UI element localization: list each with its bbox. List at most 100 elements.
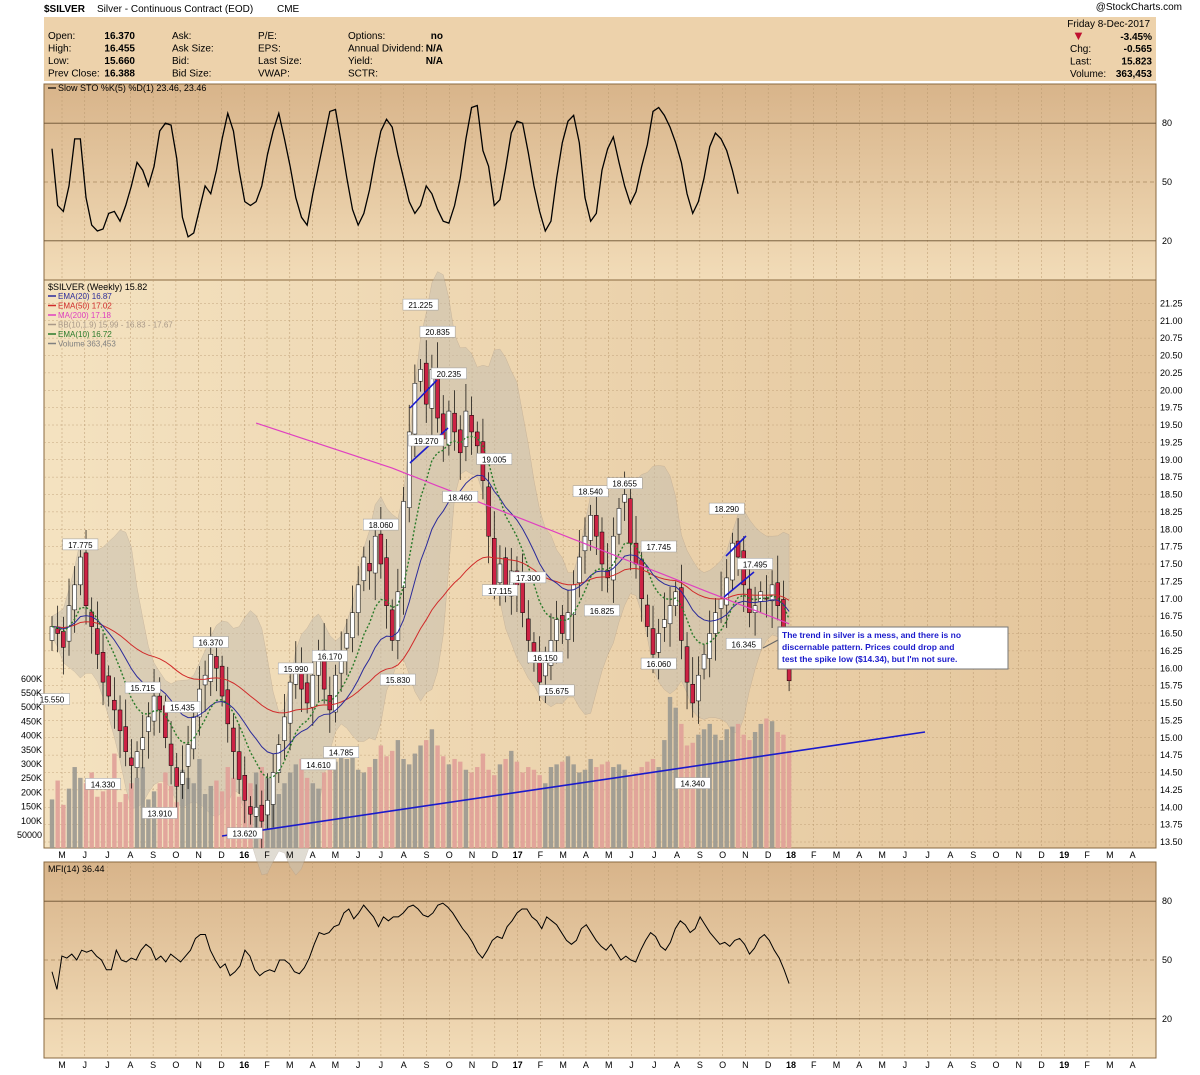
candle-body <box>72 584 77 611</box>
support-trendline <box>221 731 926 837</box>
price-tick-label: 15.00 <box>1160 733 1183 743</box>
volume-bar <box>378 745 384 848</box>
volume-bar <box>350 750 355 848</box>
month-tick-label: A <box>856 850 862 860</box>
month-tick-label: A <box>583 850 589 860</box>
volume-bar <box>786 750 792 848</box>
month-tick-label: O <box>172 1060 179 1070</box>
axes: M J J A S O N D 16 F M A M J J A S O N D 17 F M A M J J A S O N D 18 F M A M… <box>17 118 1183 1070</box>
price-annotation-label: 18.540 <box>578 488 603 497</box>
month-tick-label: M <box>878 850 886 860</box>
volume-tick-label: 100K <box>21 816 42 826</box>
volume-bar <box>185 777 191 848</box>
candle-body <box>667 605 673 625</box>
month-tick-label: M <box>833 850 841 860</box>
candle-body <box>151 695 157 722</box>
volume-bar <box>55 780 60 848</box>
volume-tick-label: 50000 <box>17 830 42 840</box>
mfi-tick-label: 20 <box>1162 1014 1172 1024</box>
month-tick-label: M <box>286 850 294 860</box>
volume-tick-label: 300K <box>21 759 42 769</box>
candle-body <box>696 674 701 702</box>
volume-bar <box>775 731 780 848</box>
volume-bar <box>735 723 741 848</box>
volume-bar <box>299 758 304 848</box>
instrument-name: Silver - Continuous Contract (EOD) <box>97 4 253 15</box>
price-annotation-box <box>482 584 518 597</box>
month-tick-label: M <box>58 1060 66 1070</box>
price-tick-label: 21.25 <box>1160 298 1183 308</box>
volume-bar <box>361 772 367 848</box>
price-tick-label: 18.00 <box>1160 524 1183 534</box>
candle-body <box>304 682 310 704</box>
stochastic-tick-label: 80 <box>1162 118 1172 128</box>
volume-bar <box>129 783 134 848</box>
price-annotation-box <box>431 367 467 380</box>
price-tick-label: 14.25 <box>1160 785 1183 795</box>
candle-body <box>588 515 593 541</box>
volume-bar <box>633 772 639 848</box>
header-field-label: Bid Size: <box>172 69 211 80</box>
price-tick-label: 18.50 <box>1160 490 1183 500</box>
candle-body <box>463 410 469 447</box>
volume-bar <box>543 783 548 848</box>
month-tick-label: F <box>1084 850 1090 860</box>
exchange: CME <box>277 4 300 15</box>
candle-body <box>475 431 480 447</box>
candle-body <box>333 674 338 713</box>
month-tick-label: D <box>765 1060 772 1070</box>
header-field-label: P/E: <box>258 31 277 42</box>
candle-body <box>123 726 128 752</box>
volume-bar <box>95 796 100 848</box>
volume-bar <box>622 769 627 848</box>
volume-bar <box>304 777 310 848</box>
month-tick-label: N <box>469 1060 476 1070</box>
stochastic-legend-text: Slow STO %K(5) %D(1) 23.46, 23.46 <box>58 83 206 93</box>
volume-bar <box>781 734 786 848</box>
volume-bar <box>89 772 94 848</box>
volume-bar <box>338 750 344 848</box>
month-tick-label: N <box>1016 1060 1023 1070</box>
month-tick-label: J <box>652 850 657 860</box>
month-tick-label: D <box>492 850 499 860</box>
candle-body <box>650 628 656 655</box>
volume-bar <box>492 775 497 848</box>
price-annotation-box <box>640 540 677 553</box>
volume-tick-label: 200K <box>21 787 42 797</box>
volume-bar <box>219 791 225 848</box>
volume-bar <box>531 769 537 848</box>
month-tick-label: N <box>742 1060 749 1070</box>
candle-body <box>690 683 695 704</box>
month-tick-label: 19 <box>1059 1060 1069 1070</box>
candle-body <box>560 615 565 634</box>
change-percent: -3.45% <box>1120 32 1152 43</box>
stochastic-series <box>51 104 739 238</box>
month-tick-label: D <box>492 1060 499 1070</box>
volume-bar <box>526 767 531 848</box>
stochastic-legend: Slow STO %K(5) %D(1) 23.46, 23.46 <box>48 83 206 93</box>
month-tick-label: M <box>878 1060 886 1070</box>
price-annotation-box <box>584 604 620 617</box>
price-annotation-label: 18.290 <box>714 505 739 514</box>
volume-bar <box>577 772 582 848</box>
month-tick-label: S <box>423 850 429 860</box>
volume-bar <box>713 734 718 848</box>
mfi-line <box>51 902 790 990</box>
header-right-value: 363,453 <box>1116 69 1153 80</box>
volume-tick-label: 550K <box>21 688 42 698</box>
month-tick-label: A <box>947 850 953 860</box>
price-annotation-box <box>300 758 337 771</box>
mfi-legend: MFI(14) 36.44 <box>48 864 105 874</box>
candle-body <box>724 577 729 606</box>
volume-bar <box>486 769 491 848</box>
month-tick-label: A <box>1130 850 1136 860</box>
price-annotation-box <box>725 638 762 650</box>
candle-body <box>202 674 208 686</box>
volume-bar <box>452 758 457 848</box>
price-annotation-label: 19.270 <box>414 437 439 446</box>
volume-bar <box>407 764 412 848</box>
price-annotation-box <box>419 325 456 338</box>
price-annotation-box <box>323 746 360 758</box>
candle-body <box>628 498 633 544</box>
